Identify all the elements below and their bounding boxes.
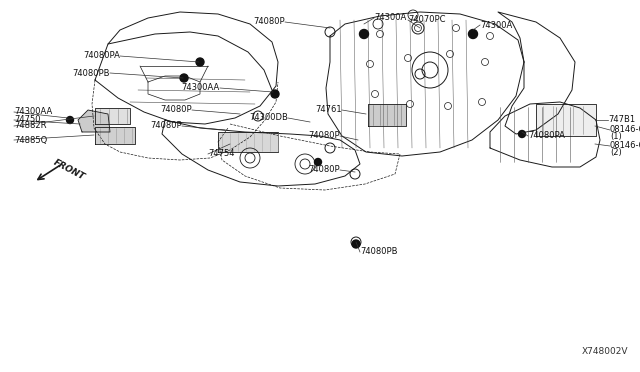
Polygon shape — [95, 127, 135, 144]
Text: 74882R: 74882R — [14, 122, 47, 131]
Polygon shape — [218, 132, 278, 152]
Text: 747B1: 747B1 — [608, 115, 635, 125]
Polygon shape — [368, 104, 406, 126]
Text: 74761: 74761 — [316, 106, 342, 115]
Circle shape — [67, 116, 74, 124]
Text: 74070PC: 74070PC — [408, 16, 445, 25]
Text: 08146-6125G: 08146-6125G — [610, 125, 640, 135]
Text: 74080P: 74080P — [253, 17, 285, 26]
Text: 74300AA: 74300AA — [182, 83, 220, 93]
Text: 74080PB: 74080PB — [72, 68, 110, 77]
Text: (2): (2) — [610, 148, 621, 157]
Text: 74300AA: 74300AA — [14, 108, 52, 116]
Text: 74300A: 74300A — [480, 20, 512, 29]
Text: 74750: 74750 — [14, 115, 40, 125]
Text: 74080P: 74080P — [308, 166, 340, 174]
Text: 74080PA: 74080PA — [528, 131, 565, 141]
Text: 74885Q: 74885Q — [14, 135, 47, 144]
Polygon shape — [78, 110, 110, 132]
Text: 74300DB: 74300DB — [249, 113, 288, 122]
Text: 74080P: 74080P — [161, 106, 192, 115]
Circle shape — [271, 90, 279, 98]
Circle shape — [352, 240, 360, 248]
Text: 74080PA: 74080PA — [83, 51, 120, 61]
Text: X748002V: X748002V — [582, 347, 628, 356]
Text: 74080P: 74080P — [150, 122, 182, 131]
Circle shape — [180, 74, 188, 82]
Text: (1): (1) — [610, 131, 621, 141]
Circle shape — [196, 58, 204, 66]
Text: 74080P: 74080P — [308, 131, 340, 141]
Circle shape — [518, 131, 525, 138]
Text: 74300A: 74300A — [374, 13, 406, 22]
Circle shape — [360, 29, 369, 38]
Text: 74754: 74754 — [208, 150, 234, 158]
Text: FRONT: FRONT — [52, 158, 86, 182]
Circle shape — [314, 158, 321, 166]
Polygon shape — [536, 104, 596, 136]
Polygon shape — [95, 108, 130, 124]
Text: 08146-6125G: 08146-6125G — [610, 141, 640, 151]
Circle shape — [468, 29, 477, 38]
Text: 74080PB: 74080PB — [360, 247, 397, 257]
